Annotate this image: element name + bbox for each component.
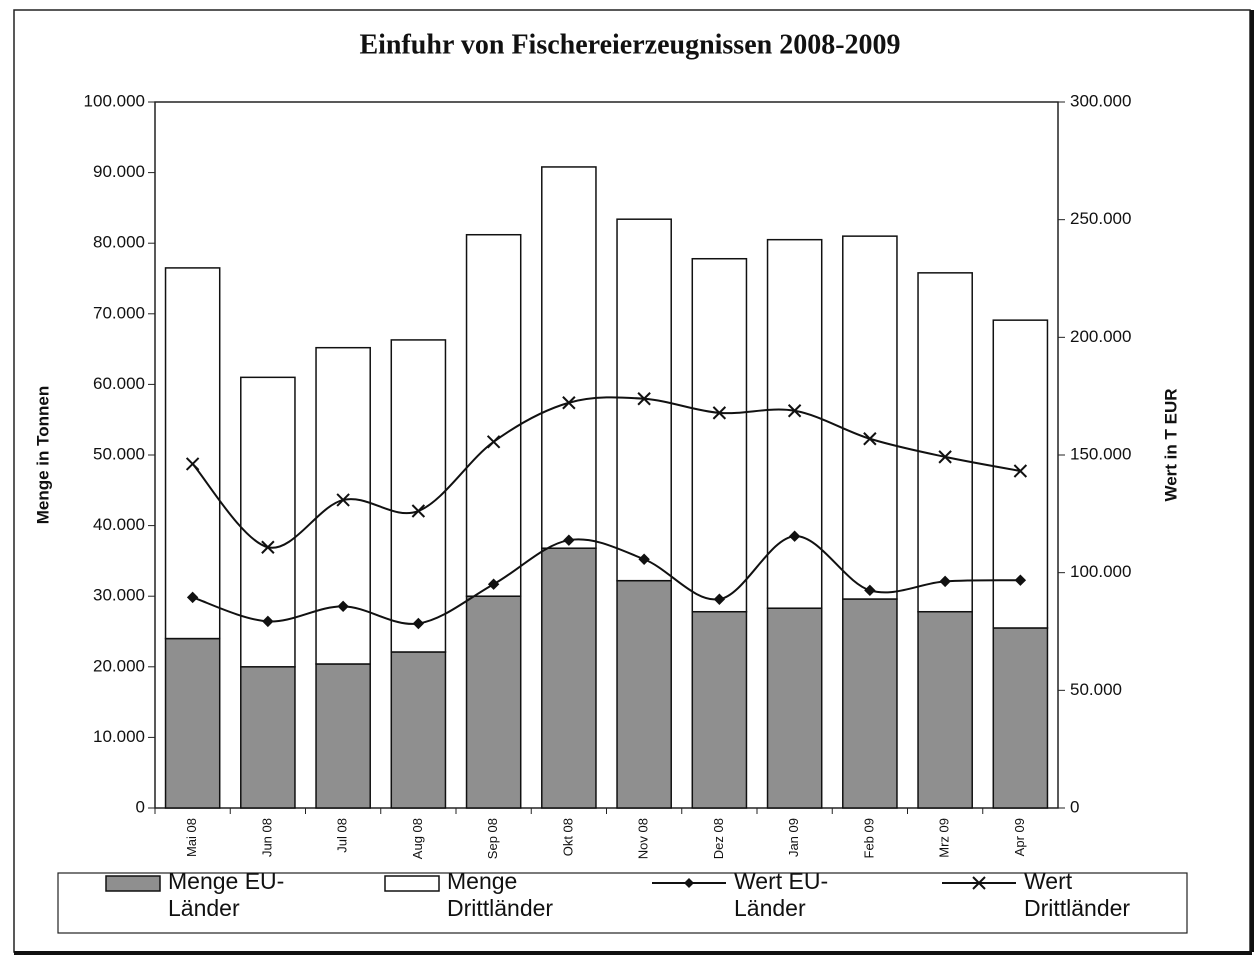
x-tick-label: Sep 08 xyxy=(485,818,500,859)
marker-x xyxy=(336,493,350,507)
bar xyxy=(691,610,748,809)
bar xyxy=(164,267,221,640)
legend-item: Menge EU-Länder xyxy=(104,868,318,922)
y-tick-label: 90.000 xyxy=(93,162,145,181)
x-tick-label: Jan 09 xyxy=(786,818,801,857)
bar xyxy=(917,610,973,809)
marker-diamond xyxy=(638,553,650,565)
y2-tick-label: 200.000 xyxy=(1070,327,1131,346)
x-tick-label: Jun 08 xyxy=(259,818,274,857)
chart-title: Einfuhr von Fischereierzeugnissen 2008-2… xyxy=(359,29,900,60)
marker-diamond xyxy=(939,575,951,588)
x-tick-label: Apr 09 xyxy=(1012,818,1027,856)
marker-x xyxy=(787,404,802,418)
marker-diamond xyxy=(713,593,726,605)
y2-tick-label: 50.000 xyxy=(1070,680,1122,699)
legend-swatch-rect xyxy=(105,875,161,892)
bar xyxy=(541,547,597,809)
y-tick-label: 70.000 xyxy=(93,303,145,322)
bar xyxy=(616,579,672,809)
bar xyxy=(465,595,522,809)
bar xyxy=(390,339,447,653)
y2-tick-label: 250.000 xyxy=(1070,209,1131,228)
bar xyxy=(240,666,296,809)
legend-swatch xyxy=(652,878,726,888)
bar xyxy=(917,272,973,613)
bar xyxy=(164,637,221,809)
marker-x xyxy=(411,504,426,518)
legend-item: Wert Drittländer xyxy=(940,868,1174,922)
bar xyxy=(465,233,522,597)
x-tick-label: Mai 08 xyxy=(184,818,199,857)
bar xyxy=(766,607,823,809)
marker-x xyxy=(261,540,275,554)
y-axis-title: Menge in Tonnen xyxy=(33,386,52,525)
y-tick-label: 80.000 xyxy=(93,233,145,252)
y-tick-label: 30.000 xyxy=(93,586,145,605)
x-tick-label: Jul 08 xyxy=(335,818,350,853)
y2-tick-label: 100.000 xyxy=(1070,562,1131,581)
bar xyxy=(766,238,823,609)
marker-x xyxy=(637,392,651,406)
legend-item: Menge Drittländer xyxy=(383,868,597,922)
bar xyxy=(842,598,898,809)
legend-label: Wert EU-Länder xyxy=(734,868,829,921)
marker-diamond xyxy=(337,600,349,613)
x-tick-label: Feb 09 xyxy=(861,818,876,858)
y-tick-label: 50.000 xyxy=(93,444,145,463)
y-tick-label: 100.000 xyxy=(84,91,145,110)
legend-box xyxy=(57,872,1188,934)
marker-x xyxy=(1013,464,1028,478)
x-tick-label: Okt 08 xyxy=(560,818,575,856)
y2-axis-title: Wert in T EUR xyxy=(1161,388,1180,501)
marker-diamond xyxy=(788,530,801,542)
marker-diamond xyxy=(186,591,199,604)
legend-swatch xyxy=(105,875,161,892)
bar xyxy=(842,235,898,600)
legend-marker xyxy=(684,878,694,888)
marker-diamond xyxy=(864,584,876,597)
legend-swatch-rect xyxy=(384,875,440,892)
x-tick-label: Nov 08 xyxy=(636,818,651,859)
marker-x xyxy=(185,457,200,471)
bar xyxy=(315,663,371,809)
legend-label: Menge EU-Länder xyxy=(168,868,285,921)
bar xyxy=(992,627,1049,809)
marker-diamond xyxy=(563,534,575,546)
bar xyxy=(691,257,748,613)
marker-x xyxy=(938,450,952,464)
marker-diamond xyxy=(487,578,500,590)
marker-x xyxy=(562,396,576,410)
marker-diamond xyxy=(412,617,425,630)
legend-label: Wert Drittländer xyxy=(1024,868,1131,921)
x-tick-label: Aug 08 xyxy=(410,818,425,859)
x-tick-label: Mrz 09 xyxy=(937,818,952,858)
legend-item: Wert EU-Länder xyxy=(650,868,884,922)
y-tick-label: 40.000 xyxy=(93,515,145,534)
bar xyxy=(315,346,371,665)
marker-x xyxy=(712,406,727,420)
y-tick-label: 60.000 xyxy=(93,374,145,393)
y-tick-label: 10.000 xyxy=(93,727,145,746)
marker-x xyxy=(863,432,877,446)
y-tick-label: 0 xyxy=(136,797,145,816)
marker-diamond xyxy=(262,615,274,628)
marker-diamond xyxy=(1014,574,1027,586)
bar xyxy=(541,166,597,549)
y2-tick-label: 0 xyxy=(1070,797,1079,816)
marker-x xyxy=(486,435,501,449)
legend-swatch xyxy=(942,876,1016,890)
x-tick-label: Dez 08 xyxy=(711,818,726,859)
legend-swatch xyxy=(384,875,440,892)
legend-label: Menge Drittländer xyxy=(447,868,554,921)
y2-tick-label: 150.000 xyxy=(1070,444,1131,463)
legend-marker xyxy=(972,876,986,890)
y-tick-label: 20.000 xyxy=(93,656,145,675)
bar xyxy=(390,651,447,809)
y2-tick-label: 300.000 xyxy=(1070,91,1131,110)
